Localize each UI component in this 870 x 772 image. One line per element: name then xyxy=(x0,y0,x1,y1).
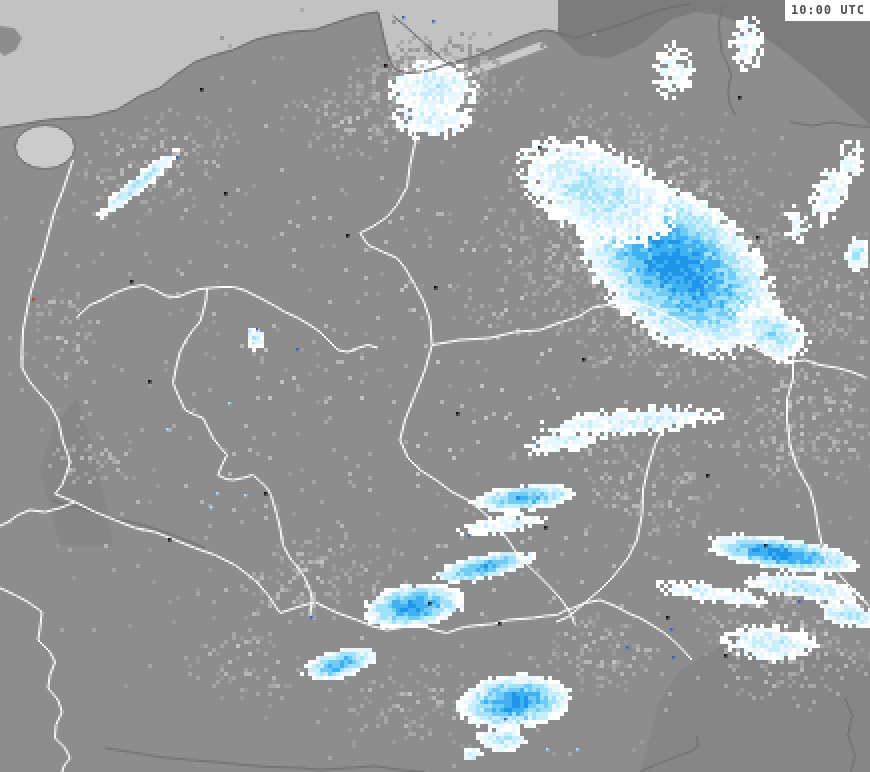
timestamp-badge: 10:00 UTC xyxy=(784,0,870,21)
